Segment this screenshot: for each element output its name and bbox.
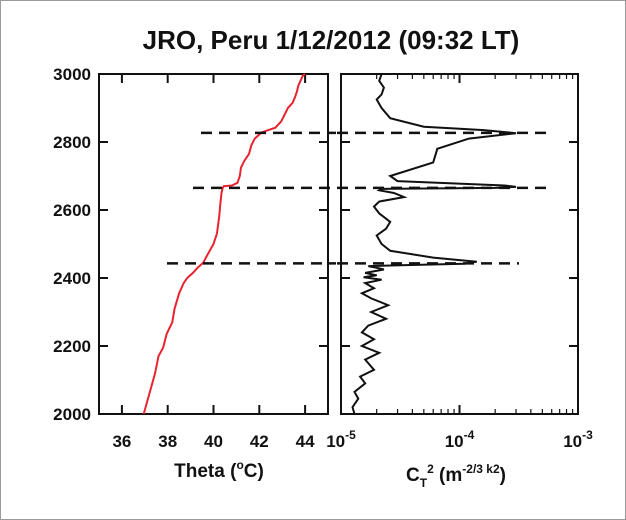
- right-y-axis: [341, 73, 578, 415]
- x-tick-label: 44: [296, 432, 315, 451]
- x-tick-exponent: -3: [582, 428, 593, 442]
- x-tick-label: 40: [204, 432, 223, 451]
- right-panel: 10-5 10-4 10-3 CT2 (m-2/3 k2): [326, 73, 593, 490]
- left-panel: 2000 2200 2400 2600 2800 3000 36 38 40 42 44 Thet…: [53, 65, 336, 482]
- y-tick-label: 2600: [53, 201, 91, 220]
- x-tick-label: 10-3: [563, 428, 593, 451]
- y-tick-label: 2200: [53, 337, 91, 356]
- x-tick-base: 10: [445, 432, 464, 451]
- x-tick-label: 42: [250, 432, 269, 451]
- x-tick-label: 36: [112, 432, 131, 451]
- x-tick-base: 10: [326, 432, 345, 451]
- theta-profile-line: [142, 73, 306, 415]
- x-tick-label: 10-4: [445, 428, 475, 451]
- y-tick-label: 2800: [53, 133, 91, 152]
- y-tick-label: 2400: [53, 269, 91, 288]
- x-tick-label: 10-5: [326, 428, 356, 451]
- y-tick-label: 3000: [53, 65, 91, 84]
- left-x-axis: 36 38 40 42 44: [112, 74, 315, 451]
- chart-title: JRO, Peru 1/12/2012 (09:32 LT): [143, 25, 520, 55]
- right-x-axis-label: CT2 (m-2/3 k2): [406, 462, 506, 490]
- x-tick-label: 38: [158, 432, 177, 451]
- y-tick-label: 2000: [53, 405, 91, 424]
- left-y-axis: 2000 2200 2400 2600 2800 3000: [53, 65, 328, 424]
- ct2-profile-line: [351, 73, 517, 415]
- right-x-axis: 10-5 10-4 10-3: [326, 74, 593, 451]
- left-x-axis-label: Theta (oC): [174, 458, 264, 482]
- left-dashed-levels: [167, 131, 336, 265]
- x-tick-exponent: -5: [345, 428, 356, 442]
- right-plot-frame: [340, 73, 579, 415]
- x-tick-exponent: -4: [464, 428, 475, 442]
- right-dashed-levels: [337, 131, 551, 265]
- x-tick-base: 10: [563, 432, 582, 451]
